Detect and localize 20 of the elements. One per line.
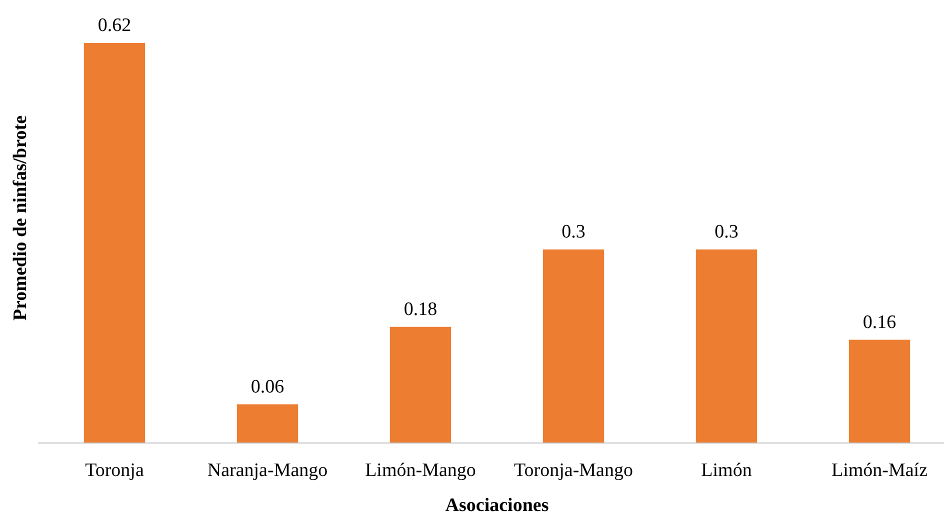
x-tick-label: Limón-Maíz	[831, 460, 928, 481]
bar	[696, 249, 758, 443]
bar	[236, 404, 298, 443]
data-label: 0.62	[98, 15, 132, 36]
bar	[390, 326, 452, 443]
x-tick-label: Toronja	[85, 460, 144, 481]
bar	[84, 43, 146, 443]
data-label: 0.18	[404, 298, 438, 320]
x-tick-label: Naranja-Mango	[207, 460, 328, 481]
x-tick-label: Limón	[701, 460, 752, 481]
bar	[542, 249, 604, 443]
x-tick-label: Limón-Mango	[365, 460, 476, 481]
data-label: 0.06	[250, 376, 284, 398]
x-tick-label: Toronja-Mango	[514, 460, 633, 481]
data-label: 0.16	[862, 312, 896, 333]
x-axis-title: Asociaciones	[445, 495, 549, 516]
data-label: 0.3	[714, 221, 738, 242]
data-label: 0.3	[562, 221, 586, 242]
bar	[848, 340, 910, 443]
y-axis-title: Promedio de ninfas/brote	[10, 115, 31, 321]
